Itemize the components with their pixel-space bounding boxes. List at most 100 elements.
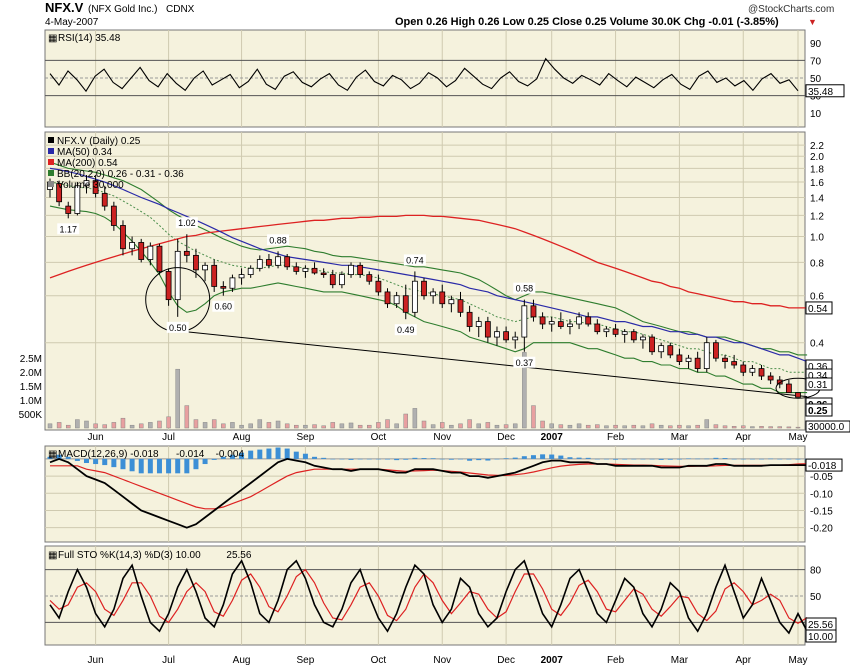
volume-bar <box>221 423 226 429</box>
month-label: 2007 <box>541 655 564 666</box>
candle-body <box>630 331 637 341</box>
volume-bar <box>248 423 253 429</box>
volume-bar <box>430 424 436 429</box>
price-annotation-box <box>166 321 189 333</box>
month-label: Dec <box>497 432 515 443</box>
price-annotation: 0.37 <box>516 358 534 368</box>
volume-bar <box>704 419 710 429</box>
macd-histogram-bar <box>312 456 318 459</box>
sto-value-tag-label: 10.00 <box>808 632 833 643</box>
macd-histogram-bar <box>768 458 774 460</box>
candle-body <box>457 299 464 313</box>
volume-bar <box>47 423 53 429</box>
macd-histogram-bar <box>512 457 518 459</box>
volume-bar <box>649 423 655 429</box>
macd-histogram-bar <box>777 458 783 460</box>
macd-histogram-bar <box>248 450 254 459</box>
macd-histogram-bar <box>430 458 436 459</box>
macd-histogram-bar <box>676 458 682 460</box>
macd-histogram-bar <box>129 458 135 472</box>
candle-body <box>448 299 455 305</box>
sto-panel-icon: ▦ <box>48 550 57 561</box>
price-legend-item: MA(200) 0.54 <box>57 158 118 169</box>
volume-bar <box>284 423 290 429</box>
volume-bar <box>202 422 208 429</box>
macd-tick-label: -0.05 <box>810 472 833 483</box>
macd-histogram-bar <box>330 458 336 460</box>
candle-body <box>767 375 774 381</box>
price-annotation-box <box>175 217 198 229</box>
volume-tick-label: 500K <box>19 410 43 421</box>
volume-bar <box>786 426 792 429</box>
macd-histogram-bar <box>412 457 418 459</box>
volume-bar <box>713 424 719 429</box>
macd-histogram-bar <box>722 458 728 459</box>
volume-bar <box>330 422 336 429</box>
candle-body <box>174 250 181 301</box>
volume-bar <box>385 419 390 429</box>
price-annotation: 0.49 <box>397 325 415 335</box>
volume-bar <box>157 420 162 429</box>
candle-body <box>147 245 154 260</box>
candle-body <box>776 379 783 385</box>
volume-bar <box>193 419 199 429</box>
macd-histogram-bar <box>138 458 144 474</box>
ma200-line <box>49 214 808 309</box>
volume-bar <box>558 424 564 429</box>
macd-histogram-bar <box>457 458 463 460</box>
price-value-tag-label: 0.36 <box>808 362 828 373</box>
volume-bar <box>294 424 299 429</box>
sto-tick-label: 50 <box>810 592 822 603</box>
macd-histogram-bar <box>658 458 664 460</box>
volume-bar <box>111 422 117 429</box>
macd-histogram-bar <box>640 458 646 460</box>
month-label: Sep <box>297 655 315 666</box>
candle-body <box>539 316 546 325</box>
candle-body <box>329 274 336 286</box>
macd-histogram-bar <box>211 458 217 460</box>
price-annotation: 0.60 <box>215 302 233 312</box>
macd-histogram-bar <box>348 458 354 460</box>
volume-bar <box>668 425 673 429</box>
company-name: (NFX Gold Inc.) <box>88 4 157 15</box>
volume-bar <box>585 424 591 429</box>
macd-histogram-bar <box>567 457 573 459</box>
volume-bar <box>84 420 89 429</box>
volume-bar <box>622 425 627 429</box>
price-value-tag-label: 0.25 <box>808 406 828 417</box>
price-tick-label: 1.0 <box>810 233 824 244</box>
volume-bar <box>357 424 363 429</box>
macd-panel-icon: ▦ <box>48 449 57 460</box>
bb-mid-line <box>49 181 808 373</box>
month-label: Jul <box>162 432 175 443</box>
price-tick-label: 0.8 <box>810 258 824 269</box>
price-value-tag <box>805 377 833 391</box>
candle-body <box>247 267 254 275</box>
candle-body <box>302 267 309 272</box>
price-annotation-box <box>403 254 426 266</box>
macd-histogram-bar <box>549 454 555 459</box>
candle-body <box>758 368 765 377</box>
candle-body <box>466 311 473 327</box>
candle-body <box>266 259 272 266</box>
candle-body <box>101 193 108 207</box>
ma50-line <box>49 167 808 363</box>
macd-histogram-bar <box>156 458 162 474</box>
macd-histogram-bar <box>375 458 381 460</box>
macd-value-tag <box>805 458 843 472</box>
macd-histogram-bar <box>220 456 226 459</box>
candle-body <box>120 225 126 250</box>
month-label: Jun <box>88 432 104 443</box>
volume-bar <box>567 424 573 429</box>
month-label: Feb <box>607 432 625 443</box>
macd-layer <box>45 447 810 529</box>
rsi-tick-label: 10 <box>810 109 822 120</box>
macd-histogram-bar <box>576 457 582 459</box>
candle-body <box>183 250 190 256</box>
candle-body <box>439 291 446 305</box>
macd-histogram-bar <box>749 458 755 460</box>
macd-histogram-bar <box>293 451 299 459</box>
month-label: Aug <box>233 432 251 443</box>
price-annotation-box <box>57 223 80 235</box>
macd-legend-item: -0.004 <box>216 449 245 460</box>
